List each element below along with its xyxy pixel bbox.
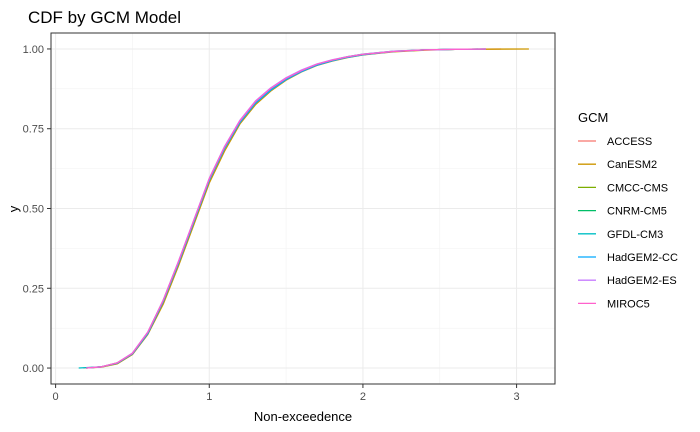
- y-axis-title: y: [6, 205, 21, 212]
- x-tick-label: 2: [360, 391, 366, 403]
- y-tick-label: 1.00: [23, 44, 44, 56]
- x-tick-label: 1: [206, 391, 212, 403]
- series-layer: [78, 48, 529, 369]
- x-tick-label: 3: [514, 391, 520, 403]
- x-axis-title: Non-exceedence: [254, 409, 352, 424]
- y-tick-label: 0.50: [23, 204, 44, 216]
- legend-label-canesm2: CanESM2: [607, 159, 657, 171]
- legend-label-miroc5: MIROC5: [607, 298, 650, 310]
- axis-ticks: 0 1 2 3 0.00 0.25 0.50 0.75 1.00: [23, 44, 520, 403]
- y-tick-label: 0.25: [23, 283, 44, 295]
- legend-label-hadgem2-es: HadGEM2-ES: [607, 275, 677, 287]
- x-tick-label: 0: [53, 391, 59, 403]
- legend-label-access: ACCESS: [607, 136, 652, 148]
- legend-label-cnrm-cm5: CNRM-CM5: [607, 206, 667, 218]
- legend: GCM ACCESS CanESM2 CMCC-CMS CNRM-CM5 GFDL-CM…: [578, 110, 678, 310]
- legend-label-cmcc-cms: CMCC-CMS: [607, 182, 668, 194]
- legend-label-hadgem2-cc: HadGEM2-CC: [607, 252, 678, 264]
- y-tick-label: 0.75: [23, 124, 44, 136]
- legend-label-gfdl-cm3: GFDL-CM3: [607, 229, 663, 241]
- y-tick-label: 0.00: [23, 363, 44, 375]
- legend-title: GCM: [578, 110, 608, 125]
- chart-title: CDF by GCM Model: [28, 8, 181, 27]
- grid-lines: [51, 33, 555, 384]
- series-line-miroc5: [86, 48, 486, 369]
